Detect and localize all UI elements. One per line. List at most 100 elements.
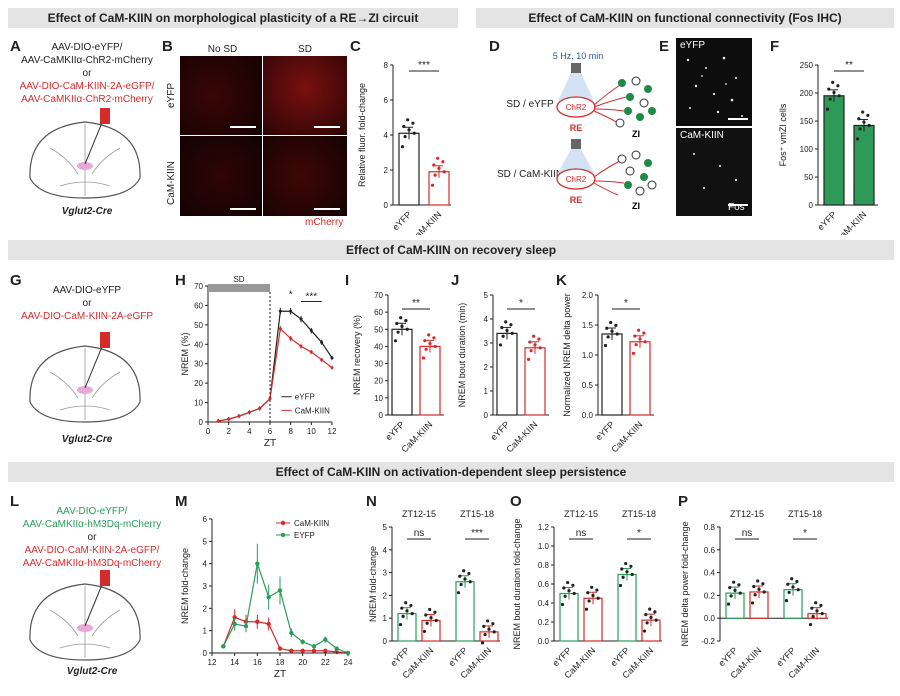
data-point — [299, 317, 303, 321]
data-point — [501, 334, 505, 338]
data-point — [861, 110, 865, 114]
fiber-implant — [100, 332, 110, 348]
y-tick-label: 4 — [203, 560, 208, 569]
y-tick-label: 0 — [809, 201, 814, 210]
legend-label: EYFP — [294, 531, 315, 540]
legend-marker — [280, 520, 286, 526]
significance-label: ** — [845, 60, 853, 71]
panel-letter-b: B — [162, 38, 173, 55]
x-tick-label: 12 — [328, 427, 337, 436]
y-tick-label: 0.5 — [582, 381, 594, 390]
condition-sd-eyfp: SD / eYFP — [506, 99, 554, 110]
data-point — [227, 417, 231, 421]
data-point — [605, 326, 609, 330]
data-point — [268, 397, 272, 401]
data-point — [289, 630, 294, 636]
bar — [559, 592, 579, 642]
x-tick-label: 18 — [276, 658, 285, 667]
x-tick-label: eYFP — [488, 419, 511, 442]
data-point — [399, 316, 403, 320]
sd-label: SD — [233, 275, 244, 284]
panel-letter-n: N — [366, 493, 377, 510]
micrograph-eyfp-sd — [263, 56, 347, 135]
brain-diagram-g — [29, 332, 141, 423]
x-tick-label: 12 — [208, 658, 217, 667]
data-point — [638, 337, 642, 341]
data-point — [330, 356, 334, 360]
y-tick-label: 0.6 — [538, 580, 550, 589]
y-tick-label: 70 — [374, 291, 383, 300]
section-header-activation: Effect of CaM-KIIN on activation-depende… — [8, 462, 894, 482]
panel-g-construct-2: AAV-DIO-CaM-KIIN-2A-eGFP — [20, 311, 154, 322]
y-tick-label: 0 — [199, 418, 204, 427]
y-axis-label: NREM delta power fold-change — [680, 521, 690, 646]
y-tick-label: 2 — [384, 166, 389, 175]
target-region — [77, 624, 93, 632]
chr2-neuron-bottom — [556, 168, 596, 190]
y-tick-label: 6 — [384, 96, 389, 105]
data-point — [624, 561, 628, 566]
panel-a-or: or — [82, 68, 92, 79]
y-tick-label: 3 — [383, 569, 388, 578]
panel-l-construct-2: AAV-CaMKIIα-hM3Dq-mCherry — [22, 519, 162, 530]
panel-g-or: or — [82, 298, 92, 309]
y-axis-label: NREM bout duration fold-change — [512, 518, 522, 649]
data-point — [587, 599, 591, 603]
y-tick-label: 1 — [203, 627, 208, 636]
group-label: ZT15-18 — [460, 509, 494, 519]
data-point — [837, 94, 841, 98]
bar — [455, 581, 475, 642]
data-point — [429, 616, 433, 620]
data-point — [441, 160, 445, 164]
fos-positive-cells — [686, 56, 743, 189]
x-tick-label: eYFP — [390, 209, 413, 232]
data-point — [411, 121, 415, 125]
light-cone — [558, 73, 594, 101]
data-point — [562, 586, 566, 590]
y-axis-label: NREM fold-change — [180, 548, 190, 624]
y-tick-label: 5 — [203, 537, 208, 546]
data-point — [528, 340, 532, 344]
significance-label: * — [624, 298, 628, 309]
panel-b-row-eyfp: eYFP — [166, 82, 177, 108]
scale-bar — [230, 126, 256, 128]
legend-label: CaM-KIIN — [295, 406, 330, 415]
significance-label: * — [803, 528, 807, 539]
y-tick-label: 4 — [383, 546, 388, 555]
data-point — [299, 344, 303, 348]
data-point — [433, 344, 437, 349]
chart-f-fos-cells: 0 50 100 150 200 250 Fos⁺ vmZI cells ** eYFPCaM-… — [778, 60, 878, 235]
light-source — [571, 139, 581, 149]
data-point — [757, 587, 761, 591]
group-label: ZT12-15 — [730, 509, 764, 519]
data-point — [458, 574, 462, 578]
data-point — [216, 419, 220, 423]
x-tick-label: CaM-KIIN — [408, 209, 443, 235]
y-tick-label: 0 — [384, 201, 389, 210]
data-point — [311, 648, 317, 653]
x-tick-label: eYFP — [383, 419, 406, 442]
data-point — [857, 117, 861, 121]
data-point — [404, 601, 408, 605]
data-point — [831, 80, 835, 84]
data-point — [486, 619, 490, 623]
y-tick-label: 0 — [484, 411, 489, 420]
y-tick-label: 1.2 — [538, 523, 550, 532]
data-point — [404, 319, 408, 323]
x-tick-label: eYFP — [815, 209, 838, 232]
data-point — [300, 639, 305, 645]
data-point — [427, 333, 431, 337]
stim-protocol-label: 5 Hz, 10 min — [553, 51, 604, 61]
data-point — [278, 327, 282, 331]
x-tick-label: 8 — [288, 427, 293, 436]
data-point — [480, 641, 485, 645]
scale-bar — [230, 208, 256, 210]
data-point — [258, 406, 262, 410]
y-axis-label: NREM fold-change — [368, 546, 378, 622]
legend-label: CaM-KIIN — [294, 519, 329, 528]
y-tick-label: 0.0 — [582, 411, 594, 420]
y-tick-label: 2 — [484, 363, 489, 372]
x-tick-label: 6 — [268, 427, 273, 436]
section-header-fos: Effect of CaM-KIIN on functional connect… — [476, 8, 894, 28]
